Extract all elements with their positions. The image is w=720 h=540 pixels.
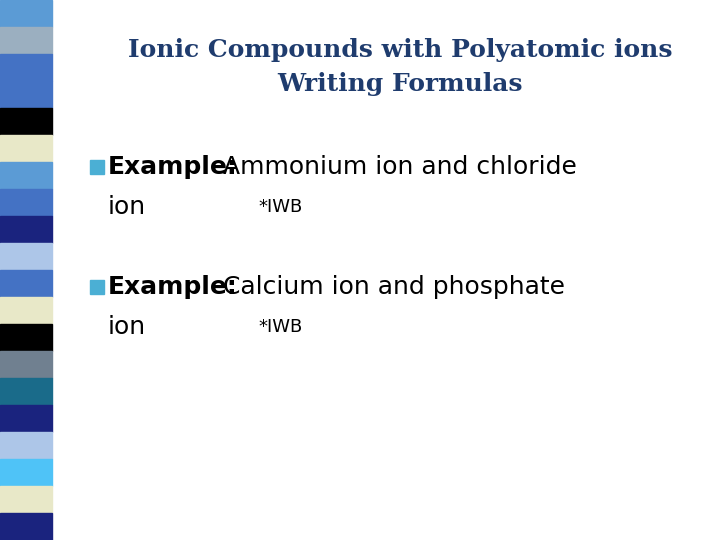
Bar (0, 135, 52, 162)
Bar (0, 54, 52, 81)
Bar (90, 280, 104, 294)
Text: *IWB: *IWB (258, 318, 302, 336)
Bar (0, 81, 52, 108)
Bar (0, 459, 52, 486)
Bar (0, 189, 52, 216)
Bar (0, 216, 52, 243)
Bar (0, 270, 52, 297)
Bar (0, 162, 52, 189)
Text: ion: ion (108, 195, 146, 219)
Text: Calcium ion and phosphate: Calcium ion and phosphate (223, 275, 565, 299)
Text: Writing Formulas: Writing Formulas (277, 72, 523, 96)
Bar (0, 0, 52, 27)
Bar (0, 27, 52, 54)
Bar (0, 432, 52, 459)
Text: Ammonium ion and chloride: Ammonium ion and chloride (223, 155, 577, 179)
Bar (90, 160, 104, 174)
Bar (0, 324, 52, 351)
Text: Example:: Example: (108, 155, 238, 179)
Text: Ionic Compounds with Polyatomic ions: Ionic Compounds with Polyatomic ions (127, 38, 672, 62)
Bar (0, 351, 52, 378)
Bar (0, 297, 52, 324)
Bar (0, 378, 52, 405)
Bar (0, 243, 52, 270)
Bar (0, 513, 52, 540)
Bar (0, 486, 52, 513)
Text: ion: ion (108, 315, 146, 339)
Text: Example:: Example: (108, 275, 238, 299)
Text: *IWB: *IWB (258, 198, 302, 216)
Bar (0, 108, 52, 135)
Bar (0, 405, 52, 432)
